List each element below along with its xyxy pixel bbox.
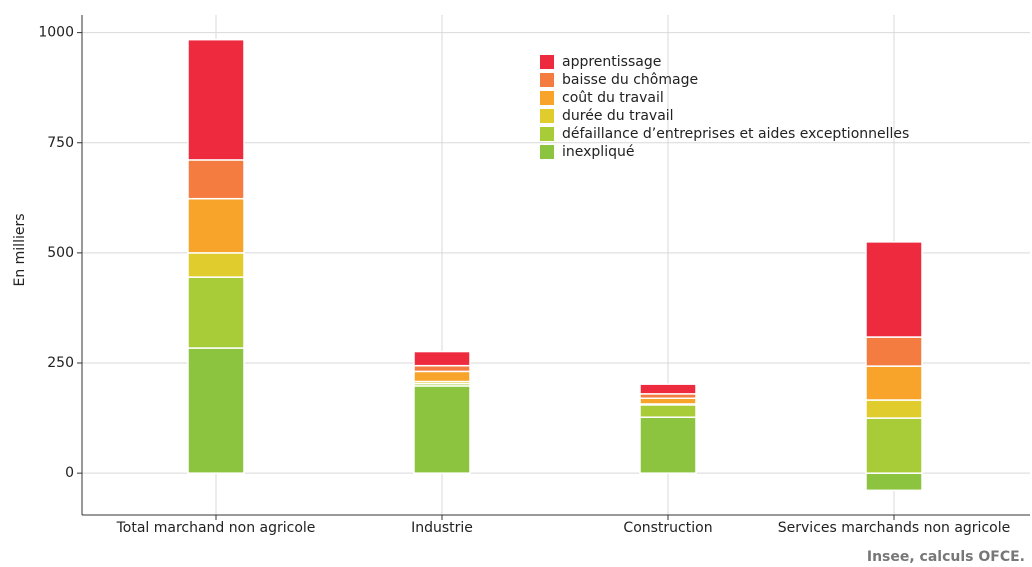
legend-swatch [540,55,554,69]
bar-segment [187,159,245,200]
y-tick-label: 1000 [38,25,74,41]
legend-label: durée du travail [562,108,674,124]
legend-label: défaillance d’entreprises et aides excep… [562,126,909,142]
y-tick-label: 250 [47,355,74,371]
bar-segment [413,364,471,373]
bar-segment [187,38,245,161]
bar-segment [187,347,245,474]
bar-segment [865,336,923,367]
bar-segment [865,365,923,401]
bar-segment [187,252,245,278]
bar-segment [639,416,697,474]
bar-segment [639,397,697,405]
bar-segment [865,241,923,338]
y-axis-label: En milliers [12,213,28,286]
legend-swatch [540,109,554,123]
bar-segment [413,370,471,383]
x-tick-label: Total marchand non agricole [116,520,316,536]
y-tick-label: 500 [47,245,74,261]
bar-segment [187,276,245,349]
x-tick-label: Services marchands non agricole [778,520,1010,536]
bar-segment [639,383,697,395]
x-tick-label: Industrie [411,520,473,536]
legend-swatch [540,91,554,105]
y-tick-label: 0 [65,465,74,481]
source: Insee, calculs OFCE. [867,549,1025,565]
bar-segment [865,472,923,492]
legend-label: apprentissage [562,54,661,70]
legend-label: coût du travail [562,90,664,106]
bar-segment [639,404,697,418]
x-tick-label: Construction [623,520,712,536]
bar-segment [865,417,923,474]
bar-segment [187,197,245,254]
bar-segment [413,385,471,474]
legend-label: inexpliqué [562,144,634,160]
legend-swatch [540,127,554,141]
y-tick-label: 750 [47,135,74,151]
bar-segment [865,399,923,419]
legend-swatch [540,145,554,159]
bar-segment [413,350,471,367]
legend-swatch [540,73,554,87]
legend-label: baisse du chômage [562,72,698,88]
